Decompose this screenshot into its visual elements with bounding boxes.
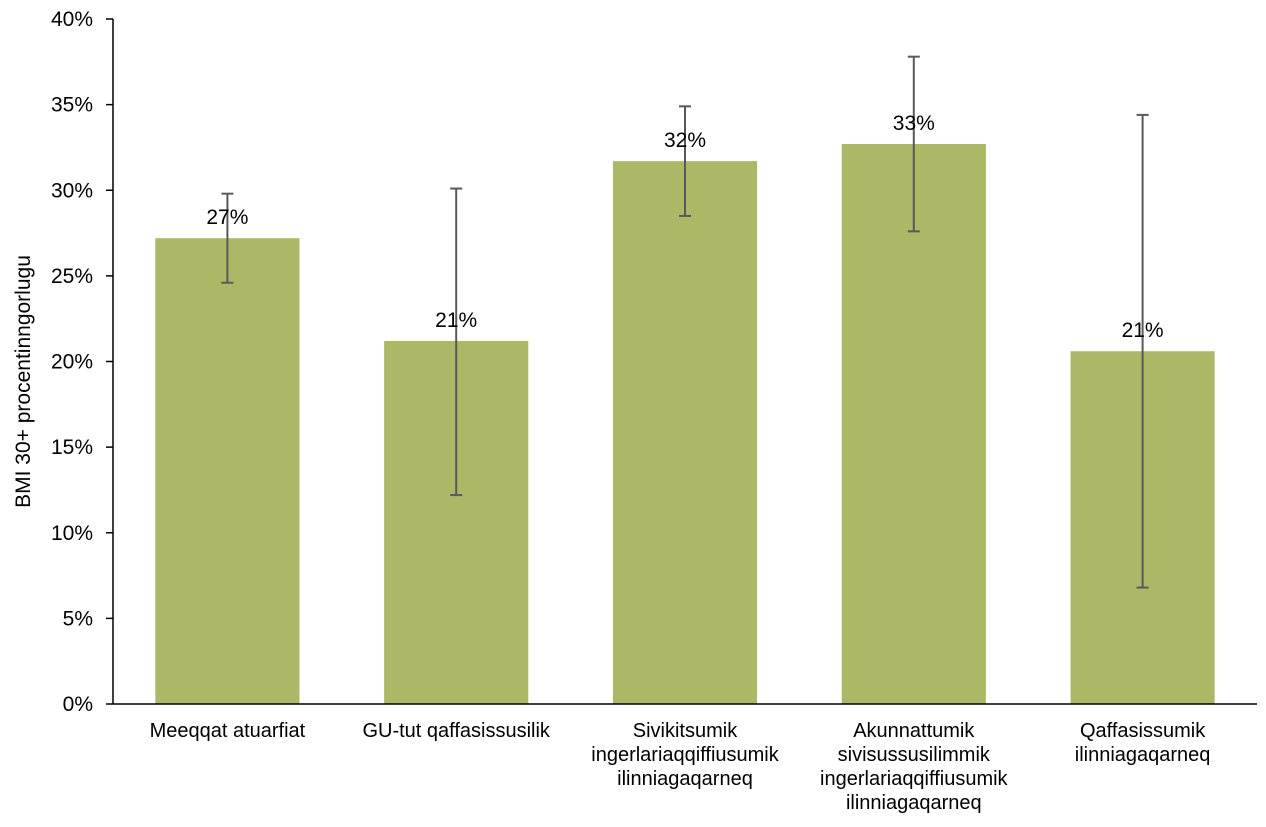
data-label: 32% <box>664 129 706 152</box>
y-tick-label: 20% <box>51 351 93 374</box>
category-label: Qaffasissumik ilinniagaqarneq <box>1075 720 1211 766</box>
category-label: Meeqqat atuarfiat <box>150 720 306 742</box>
category-label-line: Sivikitsumik <box>633 720 738 742</box>
y-tick-label: 30% <box>51 179 93 202</box>
y-tick-label: 40% <box>51 8 93 31</box>
data-label: 21% <box>1122 319 1164 342</box>
y-tick-label: 10% <box>51 522 93 545</box>
category-label-line: sivisussusilimmik <box>838 744 991 766</box>
category-label: Sivikitsumik ingerlariaqqiffiusumik ilinni… <box>591 720 780 790</box>
data-label: 33% <box>893 112 935 135</box>
bar <box>841 144 986 704</box>
data-label: 21% <box>435 309 477 332</box>
category-label-line: ilinniagaqarneq <box>1075 744 1211 766</box>
category-label-line: ilinniagaqarneq <box>846 792 982 814</box>
category-labels: Meeqqat atuarfiat GU-tut qaffasissusilik S… <box>150 720 1211 814</box>
category-label-line: Qaffasissumik <box>1080 720 1206 742</box>
data-labels: 27% 21% 32% 33% 21% <box>206 112 1163 342</box>
category-label-line: ilinniagaqarneq <box>617 768 753 790</box>
y-tick-label: 0% <box>63 693 93 716</box>
category-label-line: ingerlariaqqiffiusumik <box>820 768 1009 790</box>
bar <box>612 161 758 704</box>
y-tick-labels: 0% 5% 10% 15% 20% 25% 30% 35% 40% <box>51 8 113 716</box>
y-axis-label: BMI 30+ procentinngorlugu <box>12 255 35 508</box>
category-label: Akunnattumik sivisussusilimmik ingerlariaq… <box>820 720 1009 814</box>
y-axis-label-group: BMI 30+ procentinngorlugu <box>12 255 35 508</box>
bar <box>155 238 300 704</box>
category-label: GU-tut qaffasissusilik <box>362 720 550 742</box>
category-label-line: GU-tut qaffasissusilik <box>362 720 550 742</box>
data-label: 27% <box>206 206 248 229</box>
y-tick-label: 15% <box>51 436 93 459</box>
bars <box>155 144 1215 704</box>
category-label-line: Akunnattumik <box>853 720 975 742</box>
y-tick-label: 5% <box>63 607 93 630</box>
error-bars <box>221 55 1149 589</box>
y-tick-label: 35% <box>51 94 93 117</box>
category-label-line: ingerlariaqqiffiusumik <box>591 744 780 766</box>
y-tick-label: 25% <box>51 265 93 288</box>
category-label-line: Meeqqat atuarfiat <box>150 720 306 742</box>
